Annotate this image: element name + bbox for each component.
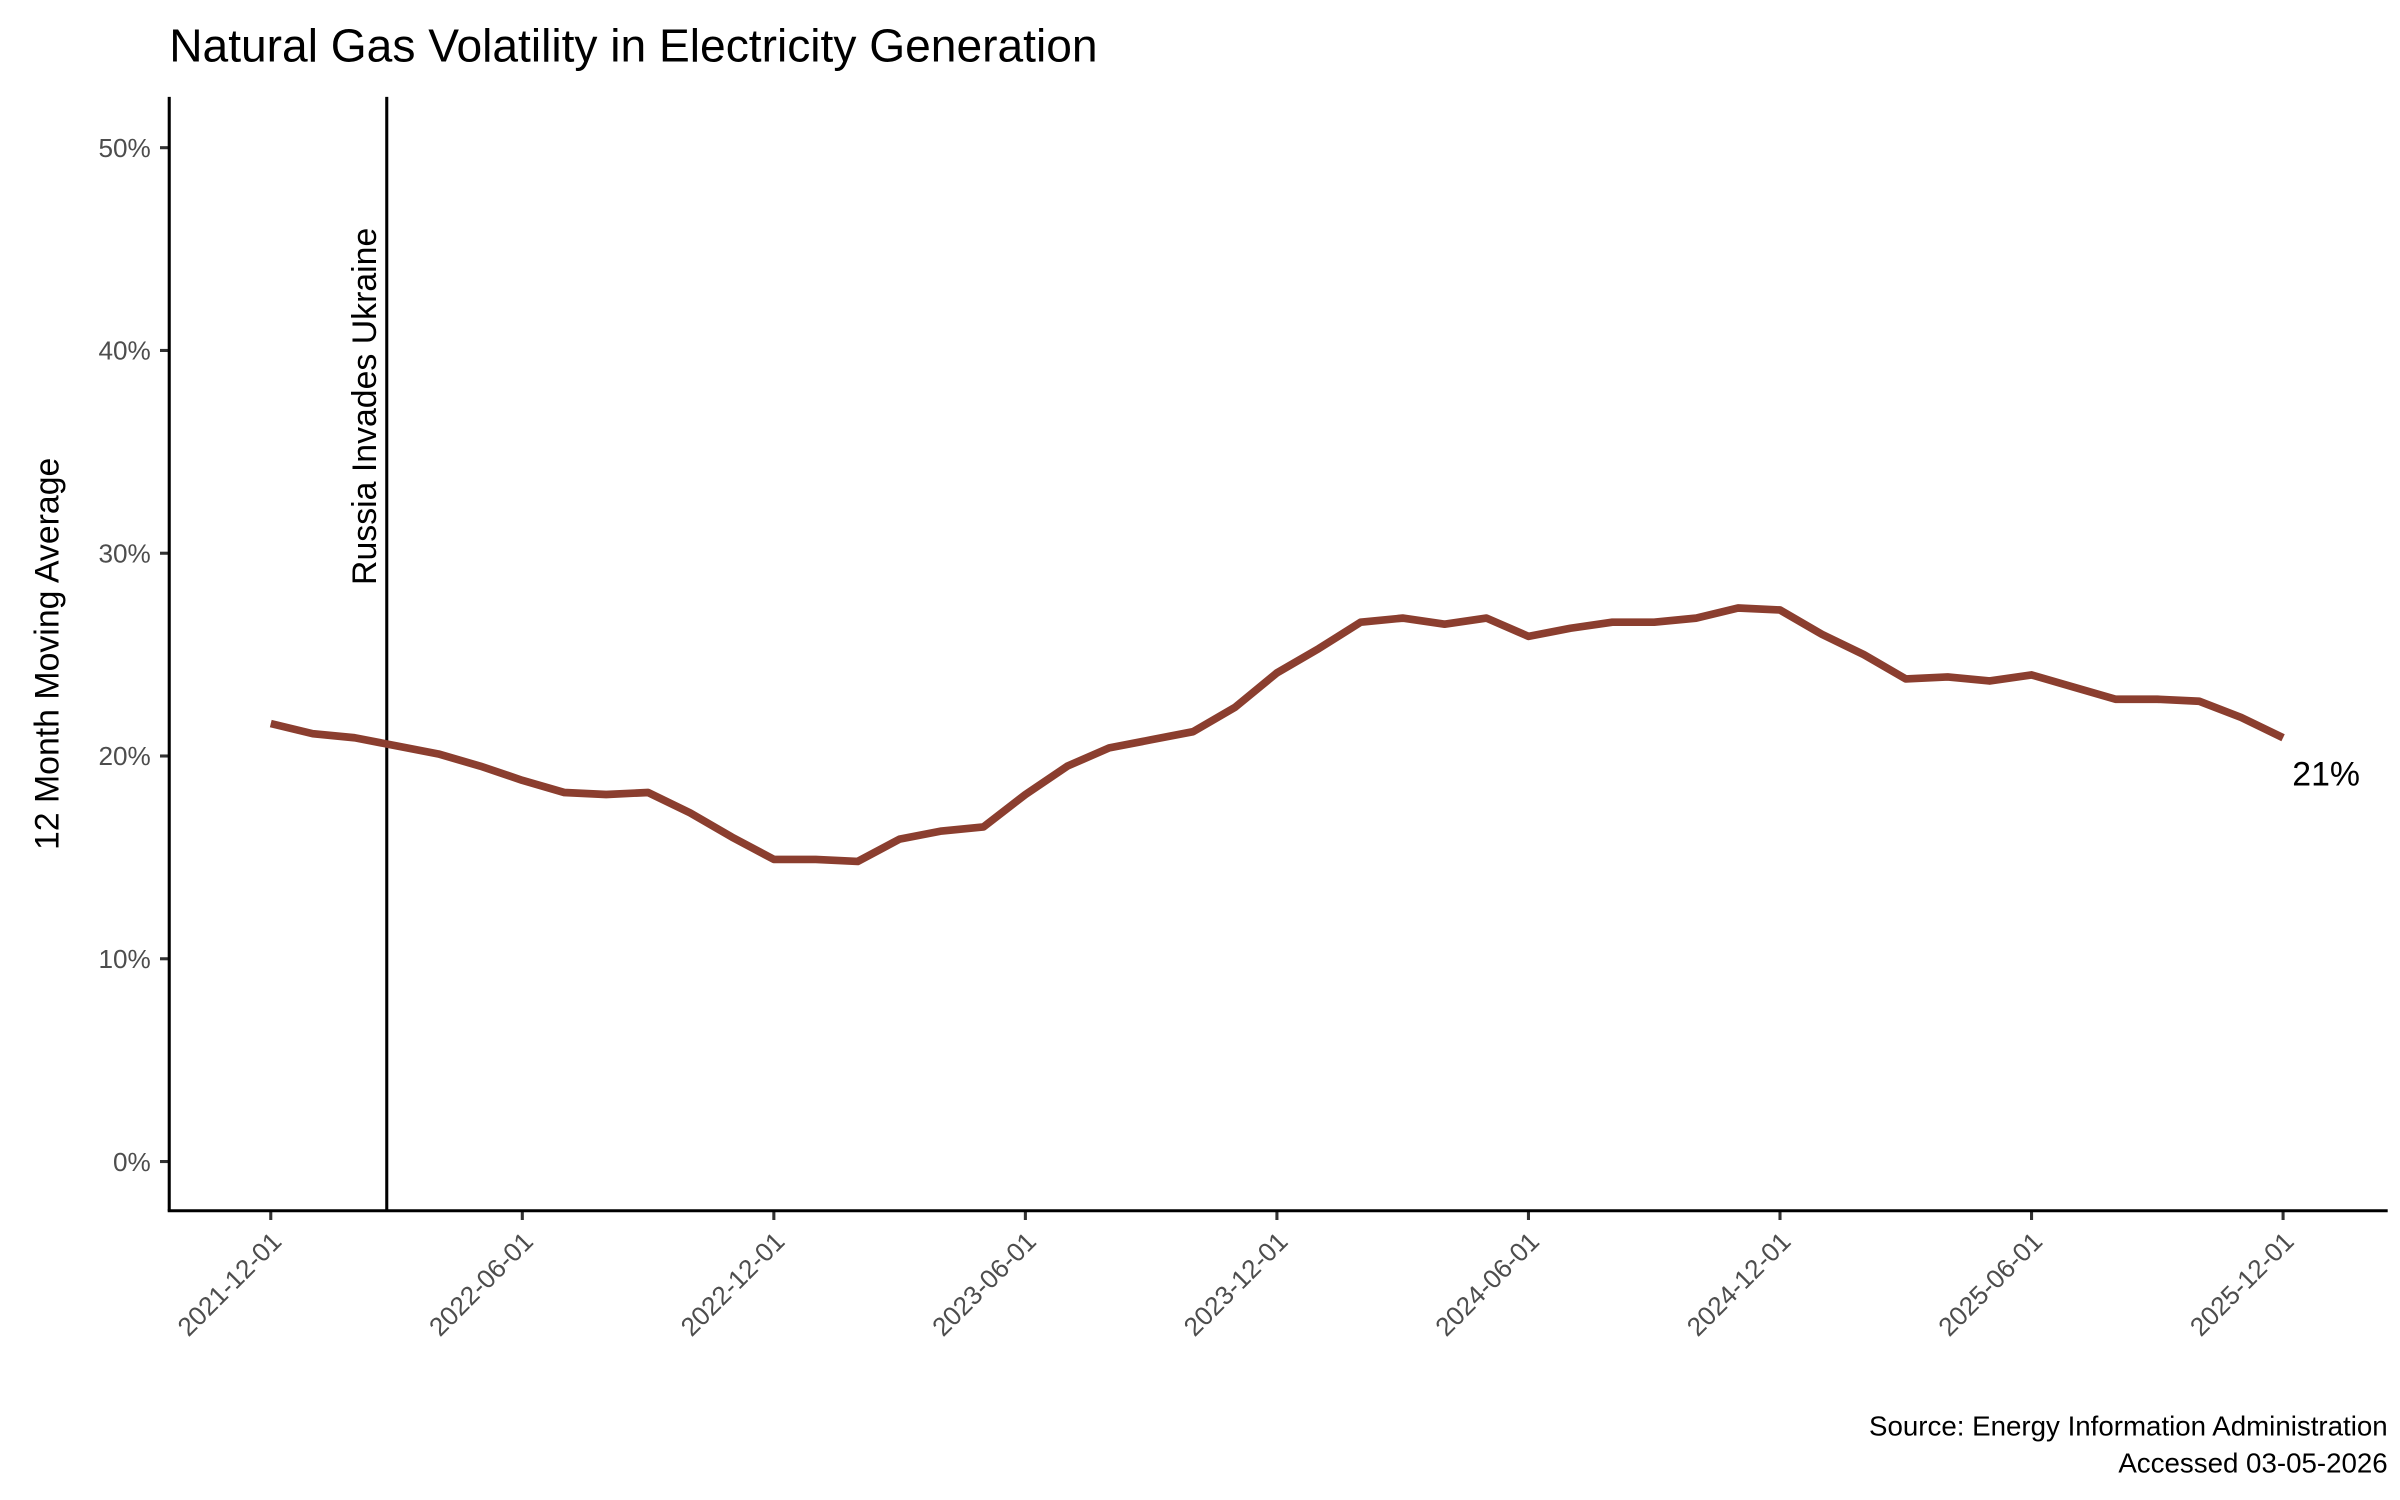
x-ticks: 2021-12-01 2022-06-01 2022-12-01 2023-06-01… xyxy=(172,1210,2300,1342)
y-tick-label: 20% xyxy=(98,741,150,771)
end-value-label: 21% xyxy=(2292,755,2360,793)
x-tick-label: 2024-12-01 xyxy=(1681,1226,1797,1342)
chart-title: Natural Gas Volatility in Electricity Ge… xyxy=(169,20,1097,72)
x-tick-label: 2025-12-01 xyxy=(2184,1226,2300,1342)
y-tick-label: 30% xyxy=(98,538,150,568)
x-tick-label: 2022-06-01 xyxy=(423,1226,539,1342)
y-tick-label: 10% xyxy=(98,944,150,974)
series-line xyxy=(269,604,2285,866)
y-tick-label: 50% xyxy=(98,133,150,163)
x-tick-label: 2022-12-01 xyxy=(675,1226,791,1342)
y-tick-label: 40% xyxy=(98,336,150,366)
x-tick-label: 2024-06-01 xyxy=(1429,1226,1545,1342)
x-tick-label: 2023-06-01 xyxy=(926,1226,1042,1342)
event-label: Russia Invades Ukraine xyxy=(346,228,384,585)
y-tick-label: 0% xyxy=(113,1147,151,1177)
caption-source: Source: Energy Information Administratio… xyxy=(1869,1410,2388,1441)
y-ticks: 0% 10% 20% 30% 40% 50% xyxy=(98,133,170,1177)
caption-accessed: Accessed 03-05-2026 xyxy=(2118,1447,2387,1478)
x-tick-label: 2025-06-01 xyxy=(1932,1226,2048,1342)
x-tick-label: 2023-12-01 xyxy=(1178,1226,1294,1342)
x-tick-label: 2021-12-01 xyxy=(172,1226,288,1342)
y-axis-label: 12 Month Moving Average xyxy=(28,458,66,850)
data-points xyxy=(270,607,2284,862)
